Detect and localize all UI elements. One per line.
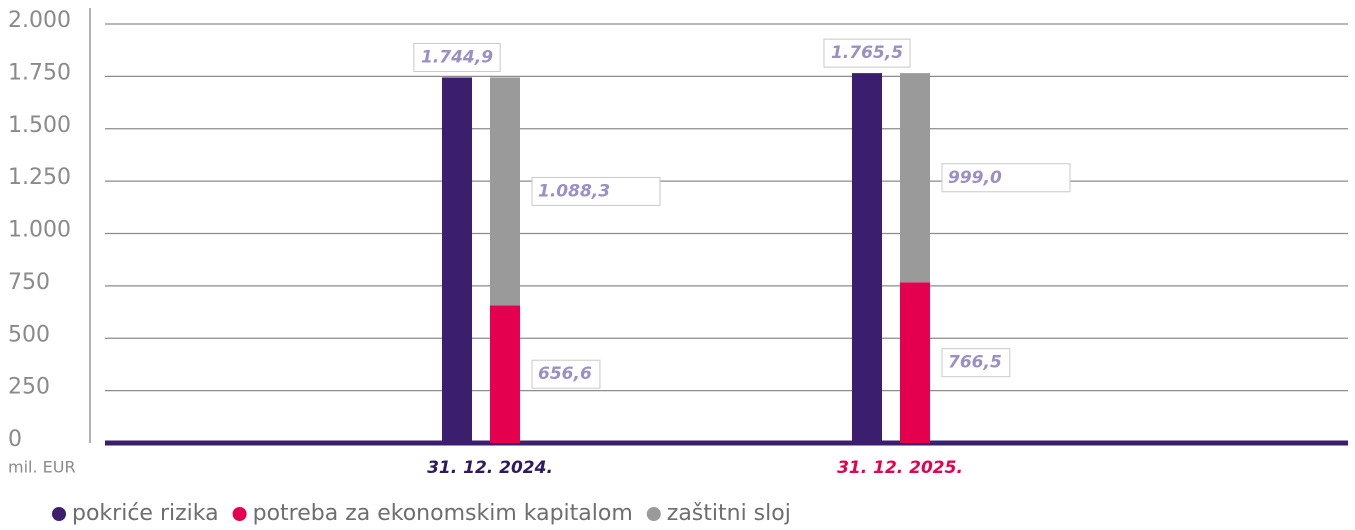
value-label: 656,6 [538, 364, 592, 384]
value-label: 766,5 [948, 353, 1002, 373]
value-label: 1.765,5 [831, 43, 903, 63]
y-tick-label: 250 [8, 375, 50, 400]
x-tick-label: 31. 12. 2024. [427, 458, 553, 478]
legend-marker [52, 507, 66, 521]
value-label-box [413, 42, 501, 72]
value-label: 999,0 [948, 168, 1002, 188]
y-tick-label: 1.000 [8, 218, 71, 243]
value-label-box [531, 359, 601, 389]
bar [442, 77, 472, 443]
bar [900, 73, 930, 283]
value-label: 1.744,9 [421, 47, 493, 67]
legend-marker [232, 507, 247, 521]
legend-marker [646, 507, 661, 521]
bar [490, 305, 520, 443]
y-tick-label: 1.250 [8, 165, 71, 190]
y-tick-label: 500 [8, 322, 50, 347]
value-label-box [941, 163, 1071, 193]
bar [900, 282, 930, 443]
legend-label: pokriće rizika [72, 501, 219, 526]
y-tick-label: 1.750 [8, 60, 71, 85]
y-tick-label: 1.500 [8, 113, 71, 138]
value-label-box [941, 348, 1011, 378]
x-tick-label: 31. 12. 2025. [837, 458, 963, 478]
y-axis-label: mil. EUR [8, 458, 76, 477]
y-tick-label: 2.000 [8, 8, 71, 33]
y-tick-label: 0 [8, 427, 22, 452]
value-label-box [823, 38, 911, 68]
bar [490, 77, 520, 306]
bar [852, 73, 882, 443]
y-tick-label: 750 [8, 270, 50, 295]
value-label: 1.088,3 [538, 181, 610, 201]
value-label-box [531, 176, 661, 206]
legend-label: zaštitni sloj [667, 501, 791, 526]
legend-label: potreba za ekonomskim kapitalom [253, 501, 633, 526]
